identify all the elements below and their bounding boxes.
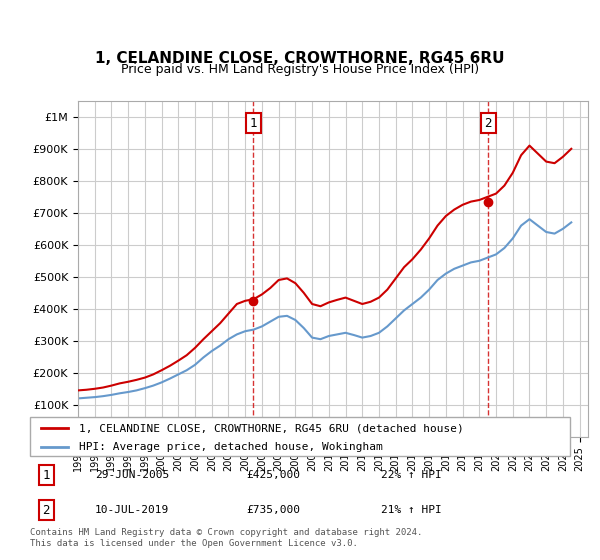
Text: 21% ↑ HPI: 21% ↑ HPI — [381, 505, 442, 515]
Text: Price paid vs. HM Land Registry's House Price Index (HPI): Price paid vs. HM Land Registry's House … — [121, 63, 479, 77]
Text: 2: 2 — [43, 503, 50, 517]
Text: 1, CELANDINE CLOSE, CROWTHORNE, RG45 6RU: 1, CELANDINE CLOSE, CROWTHORNE, RG45 6RU — [95, 52, 505, 66]
Text: £425,000: £425,000 — [246, 470, 300, 480]
Text: 10-JUL-2019: 10-JUL-2019 — [95, 505, 169, 515]
Text: Contains HM Land Registry data © Crown copyright and database right 2024.
This d: Contains HM Land Registry data © Crown c… — [30, 528, 422, 548]
Text: 1, CELANDINE CLOSE, CROWTHORNE, RG45 6RU (detached house): 1, CELANDINE CLOSE, CROWTHORNE, RG45 6RU… — [79, 423, 463, 433]
Text: 22% ↑ HPI: 22% ↑ HPI — [381, 470, 442, 480]
Text: HPI: Average price, detached house, Wokingham: HPI: Average price, detached house, Woki… — [79, 442, 382, 451]
Text: 29-JUN-2005: 29-JUN-2005 — [95, 470, 169, 480]
Text: £735,000: £735,000 — [246, 505, 300, 515]
Text: 2: 2 — [484, 116, 492, 130]
Text: 1: 1 — [250, 116, 257, 130]
Text: 1: 1 — [43, 469, 50, 482]
FancyBboxPatch shape — [30, 417, 570, 456]
